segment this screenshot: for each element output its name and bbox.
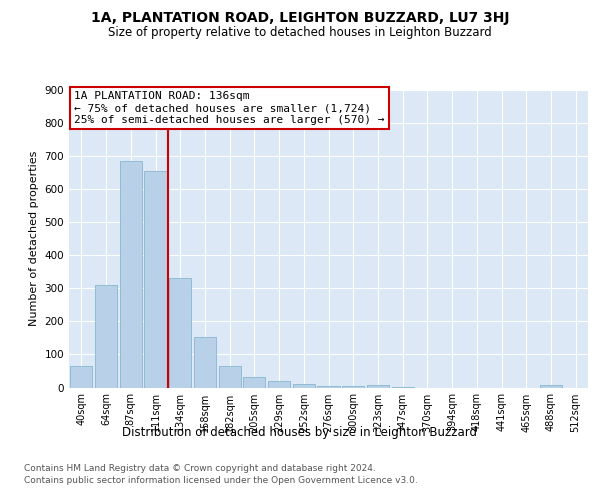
Bar [95, 285, 117, 388]
Y-axis label: Number of detached properties: Number of detached properties [29, 151, 39, 326]
Bar [268, 381, 290, 388]
Bar [243, 376, 265, 388]
Text: Contains HM Land Registry data © Crown copyright and database right 2024.: Contains HM Land Registry data © Crown c… [24, 464, 376, 473]
Bar [218, 366, 241, 388]
Bar [540, 385, 562, 388]
Bar [169, 278, 191, 388]
Text: Distribution of detached houses by size in Leighton Buzzard: Distribution of detached houses by size … [122, 426, 478, 439]
Text: Size of property relative to detached houses in Leighton Buzzard: Size of property relative to detached ho… [108, 26, 492, 39]
Bar [145, 171, 167, 388]
Text: 1A PLANTATION ROAD: 136sqm
← 75% of detached houses are smaller (1,724)
25% of s: 1A PLANTATION ROAD: 136sqm ← 75% of deta… [74, 92, 385, 124]
Bar [367, 385, 389, 388]
Bar [70, 366, 92, 388]
Bar [194, 338, 216, 388]
Bar [119, 161, 142, 388]
Text: 1A, PLANTATION ROAD, LEIGHTON BUZZARD, LU7 3HJ: 1A, PLANTATION ROAD, LEIGHTON BUZZARD, L… [91, 11, 509, 25]
Bar [293, 384, 315, 388]
Bar [342, 386, 364, 388]
Text: Contains public sector information licensed under the Open Government Licence v3: Contains public sector information licen… [24, 476, 418, 485]
Bar [392, 387, 414, 388]
Bar [317, 386, 340, 388]
